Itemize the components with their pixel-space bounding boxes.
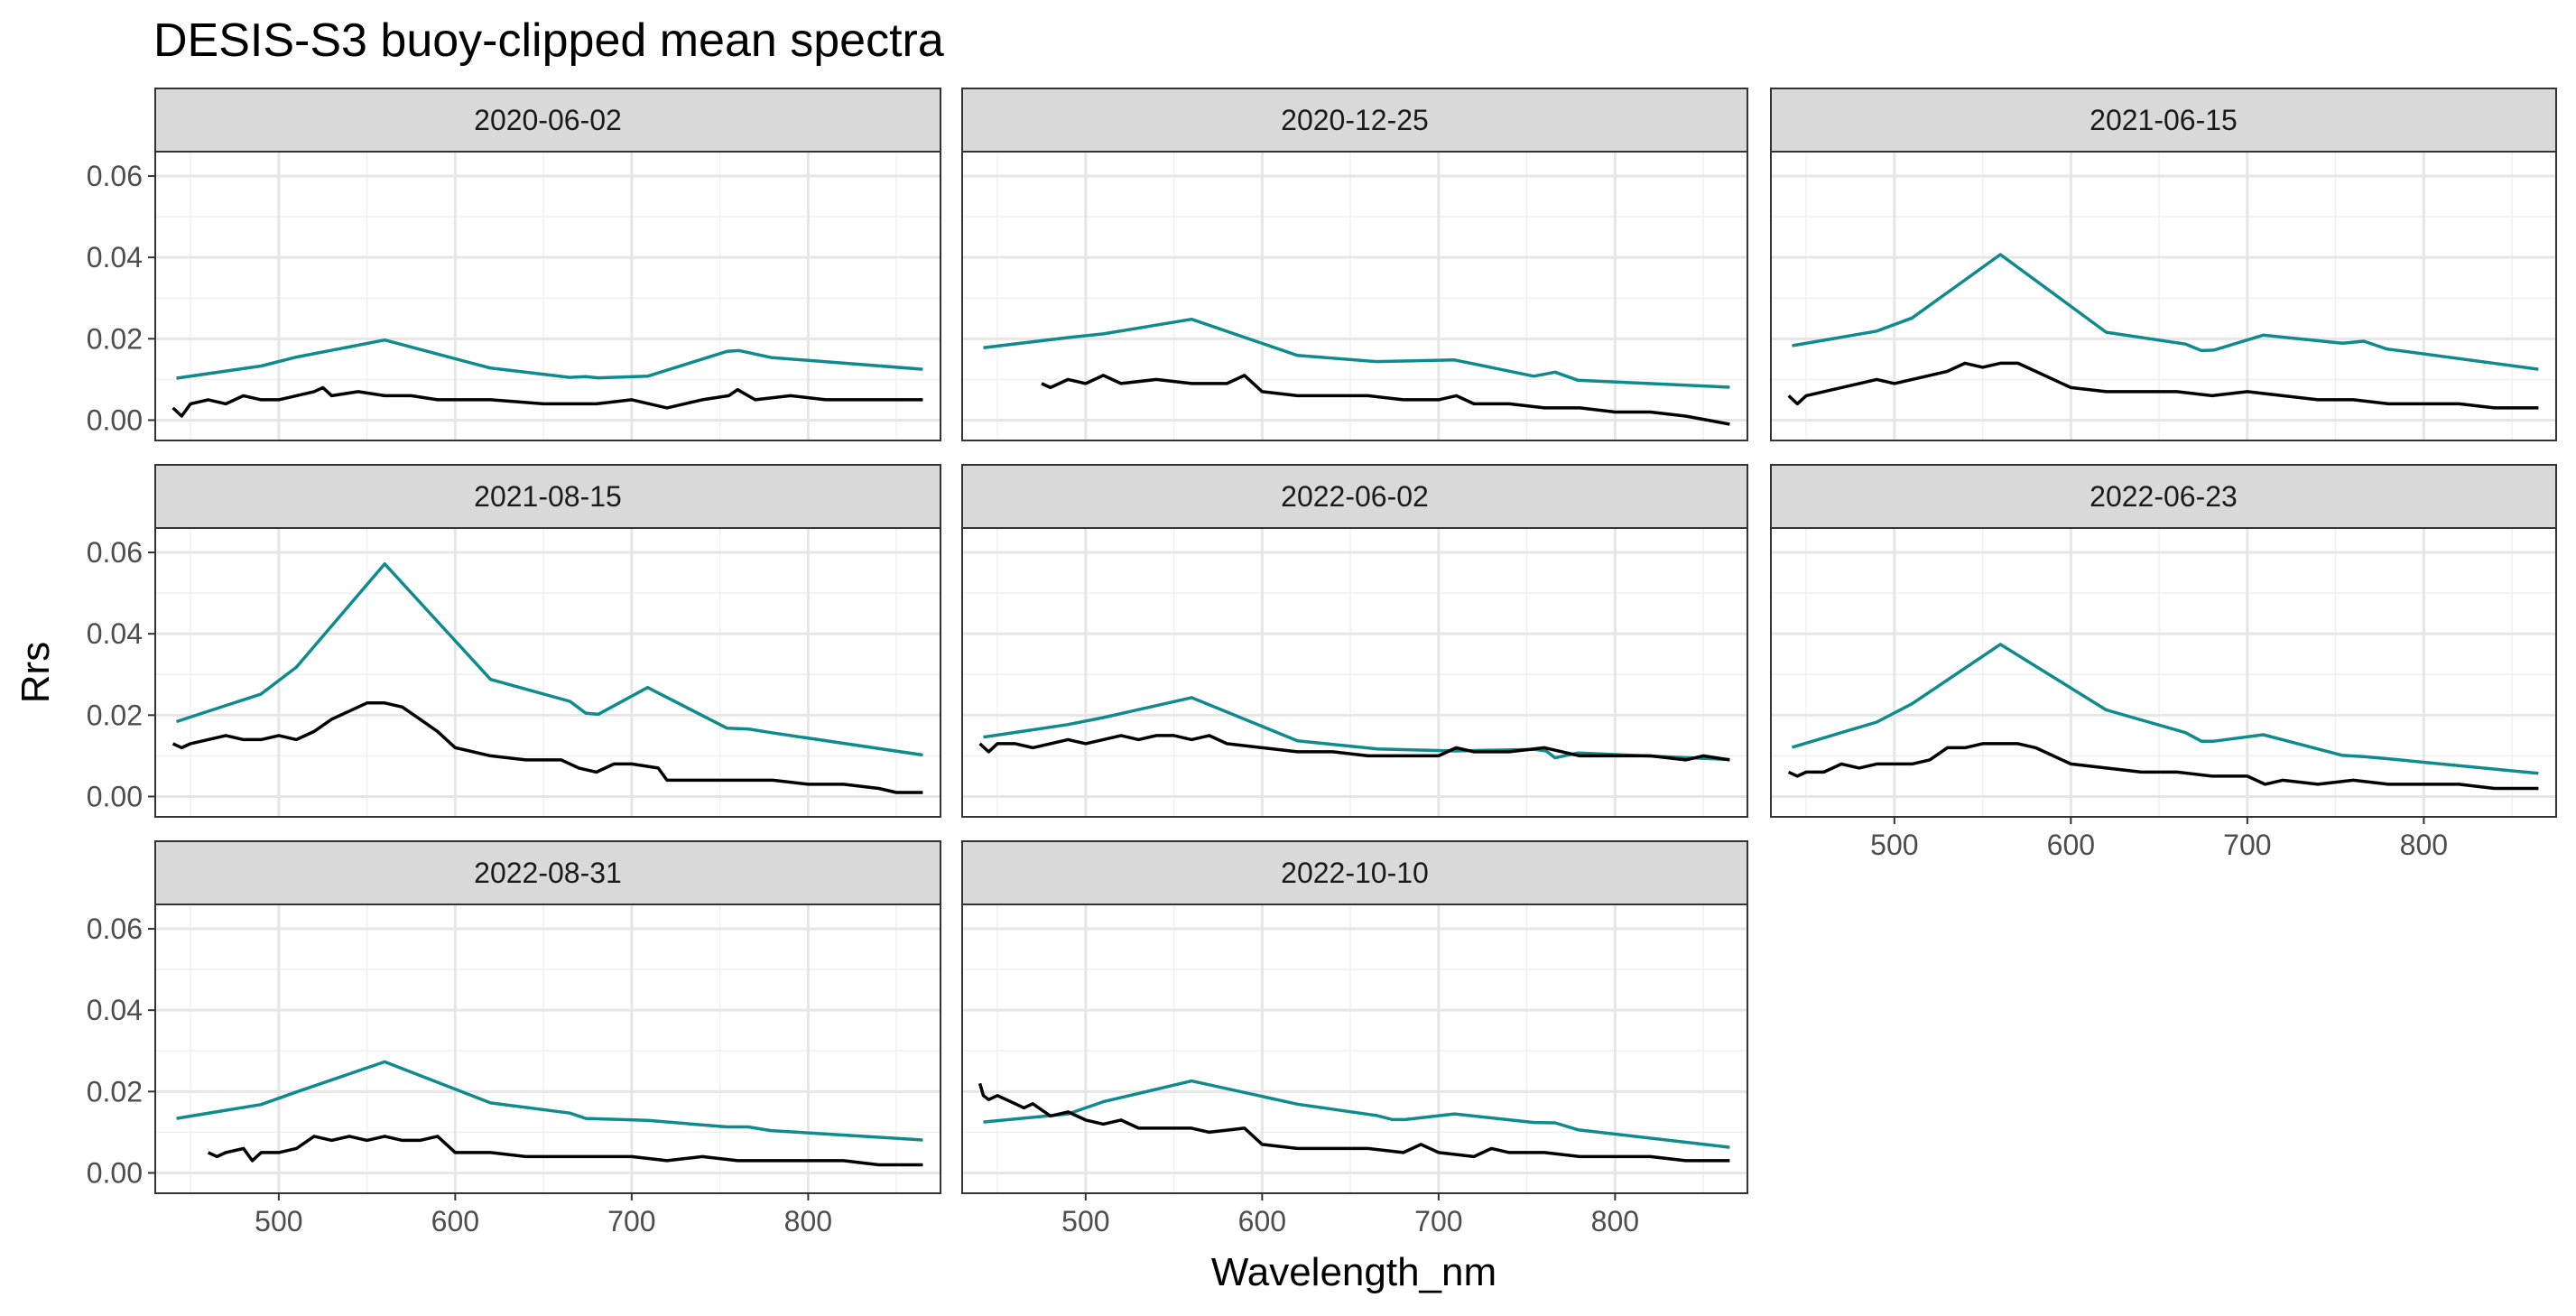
desis-spectrum-line bbox=[171, 701, 923, 794]
facet-strip-label: 2022-08-31 bbox=[474, 857, 622, 889]
s3-spectrum-line bbox=[1792, 643, 2539, 775]
panel-border bbox=[154, 527, 941, 818]
y-tick-label: 0.02 bbox=[87, 699, 143, 731]
x-tick-label: 500 bbox=[1870, 829, 1918, 861]
desis-spectrum-line bbox=[1041, 374, 1730, 426]
desis-spectrum-line bbox=[171, 385, 923, 418]
s3-spectrum-line bbox=[176, 1060, 923, 1142]
plot-background bbox=[1771, 152, 2556, 440]
facet-panel: 2021-08-15 0.00 0.02 0.04 0.06 bbox=[87, 464, 941, 818]
facet-strip-label: 2022-06-23 bbox=[2090, 480, 2238, 513]
s3-spectrum-line bbox=[983, 1079, 1730, 1149]
x-tick-label: 600 bbox=[2047, 829, 2095, 861]
plot-background bbox=[962, 528, 1747, 817]
s3-spectrum-line bbox=[1792, 253, 2539, 371]
desis-spectrum-line bbox=[1787, 361, 2539, 410]
panel-border bbox=[1770, 151, 2557, 441]
x-tick-label: 600 bbox=[431, 1205, 479, 1237]
s3-spectrum-line bbox=[983, 696, 1730, 762]
panel-border bbox=[154, 904, 941, 1194]
facet-strip-label: 2021-08-15 bbox=[474, 480, 622, 513]
x-axis-title: Wavelength_nm bbox=[1211, 1250, 1496, 1294]
facet-strip bbox=[961, 88, 1748, 153]
facet-strip-label: 2020-06-02 bbox=[474, 104, 622, 136]
facet-panels: 2020-06-02 0.00 0.02 0.04 0.06 2020-12-25 2021… bbox=[87, 88, 2557, 1237]
y-tick-label: 0.04 bbox=[87, 617, 143, 650]
plot-background bbox=[155, 152, 941, 440]
s3-spectrum-line bbox=[983, 317, 1730, 389]
desis-spectrum-line bbox=[978, 734, 1730, 762]
x-tick-label: 700 bbox=[607, 1205, 655, 1237]
s3-spectrum-line bbox=[176, 338, 923, 380]
panel-border bbox=[1770, 527, 2557, 818]
x-tick-label: 500 bbox=[1061, 1205, 1109, 1237]
facet-panel: 2022-06-23 500 600 700 800 bbox=[1770, 464, 2557, 861]
desis-spectrum-line bbox=[207, 1135, 923, 1167]
plot-background bbox=[1771, 528, 2556, 817]
y-tick-label: 0.00 bbox=[87, 403, 143, 436]
facet-strip-label: 2022-10-10 bbox=[1281, 857, 1429, 889]
facet-panel: 2022-06-02 bbox=[961, 464, 1748, 818]
chart-title: DESIS-S3 buoy-clipped mean spectra bbox=[153, 14, 944, 67]
x-tick-label: 800 bbox=[2400, 829, 2448, 861]
s3-spectrum-line bbox=[175, 561, 923, 757]
panel-border bbox=[961, 151, 1748, 441]
plot-background bbox=[155, 528, 941, 817]
y-tick-label: 0.04 bbox=[87, 241, 143, 273]
facet-strip bbox=[154, 464, 941, 529]
facet-panel: 2020-12-25 bbox=[961, 88, 1748, 441]
y-tick-label: 0.04 bbox=[87, 994, 143, 1026]
y-tick-label: 0.06 bbox=[87, 536, 143, 569]
x-tick-label: 700 bbox=[2223, 829, 2271, 861]
x-tick-label: 700 bbox=[1414, 1205, 1462, 1237]
y-axis-title: Rrs bbox=[14, 642, 58, 703]
x-tick-label: 500 bbox=[255, 1205, 302, 1237]
y-tick-label: 0.06 bbox=[87, 913, 143, 945]
x-tick-label: 800 bbox=[784, 1205, 832, 1237]
desis-spectrum-line bbox=[1787, 742, 2539, 791]
facet-strip-label: 2022-06-02 bbox=[1281, 480, 1429, 513]
facet-strip-label: 2020-12-25 bbox=[1281, 104, 1429, 136]
facet-strip bbox=[154, 840, 941, 905]
facet-strip bbox=[1770, 464, 2557, 529]
panel-border bbox=[961, 527, 1748, 818]
x-tick-label: 800 bbox=[1591, 1205, 1639, 1237]
x-tick-label: 600 bbox=[1238, 1205, 1286, 1237]
y-tick-label: 0.06 bbox=[87, 160, 143, 192]
plot-background bbox=[155, 904, 941, 1193]
facet-panel: 2022-08-31 0.00 0.02 0.04 0.06 500 600 700 800 bbox=[87, 840, 941, 1237]
facet-strip-label: 2021-06-15 bbox=[2090, 104, 2238, 136]
facet-strip bbox=[1770, 88, 2557, 153]
plot-background bbox=[962, 904, 1747, 1193]
plot-background bbox=[962, 152, 1747, 440]
facet-panel: 2020-06-02 0.00 0.02 0.04 0.06 bbox=[87, 88, 941, 441]
y-tick-label: 0.02 bbox=[87, 1075, 143, 1107]
panel-border bbox=[961, 904, 1748, 1194]
panel-border bbox=[154, 151, 941, 441]
y-tick-label: 0.00 bbox=[87, 1156, 143, 1189]
y-tick-label: 0.00 bbox=[87, 780, 143, 812]
facet-strip bbox=[154, 88, 941, 153]
facet-strip bbox=[961, 464, 1748, 529]
facet-panel: 2022-10-10 500 600 700 800 bbox=[961, 840, 1748, 1237]
facet-panel: 2021-06-15 bbox=[1770, 88, 2557, 441]
desis-spectrum-line bbox=[978, 1082, 1730, 1163]
y-tick-label: 0.02 bbox=[87, 322, 143, 355]
